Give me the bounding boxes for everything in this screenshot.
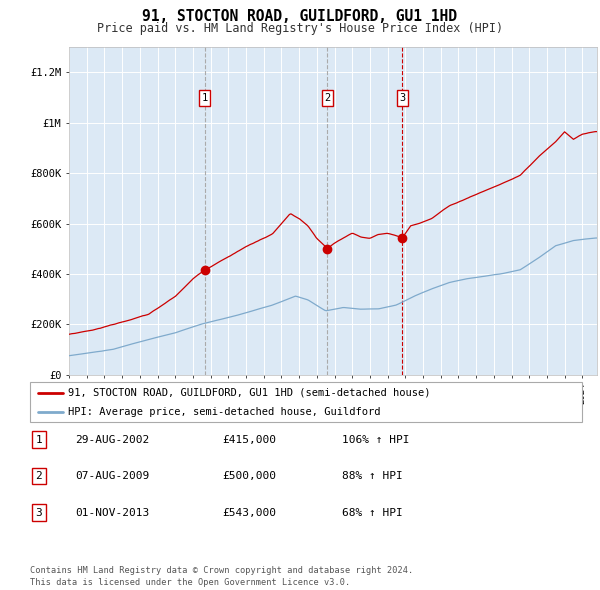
Text: 91, STOCTON ROAD, GUILDFORD, GU1 1HD: 91, STOCTON ROAD, GUILDFORD, GU1 1HD [143,9,458,24]
Text: 2: 2 [35,471,43,481]
Text: 29-AUG-2002: 29-AUG-2002 [75,435,149,444]
Text: 91, STOCTON ROAD, GUILDFORD, GU1 1HD (semi-detached house): 91, STOCTON ROAD, GUILDFORD, GU1 1HD (se… [68,388,430,398]
Text: HPI: Average price, semi-detached house, Guildford: HPI: Average price, semi-detached house,… [68,407,380,417]
Text: 3: 3 [35,508,43,517]
Text: 88% ↑ HPI: 88% ↑ HPI [342,471,403,481]
Text: 07-AUG-2009: 07-AUG-2009 [75,471,149,481]
Text: 68% ↑ HPI: 68% ↑ HPI [342,508,403,517]
Text: 2: 2 [324,93,331,103]
Text: Price paid vs. HM Land Registry's House Price Index (HPI): Price paid vs. HM Land Registry's House … [97,22,503,35]
Text: 3: 3 [400,93,406,103]
Text: 1: 1 [202,93,208,103]
Text: 106% ↑ HPI: 106% ↑ HPI [342,435,409,444]
Text: Contains HM Land Registry data © Crown copyright and database right 2024.
This d: Contains HM Land Registry data © Crown c… [30,566,413,587]
Text: £415,000: £415,000 [222,435,276,444]
Text: £500,000: £500,000 [222,471,276,481]
Text: 01-NOV-2013: 01-NOV-2013 [75,508,149,517]
Text: £543,000: £543,000 [222,508,276,517]
Text: 1: 1 [35,435,43,444]
